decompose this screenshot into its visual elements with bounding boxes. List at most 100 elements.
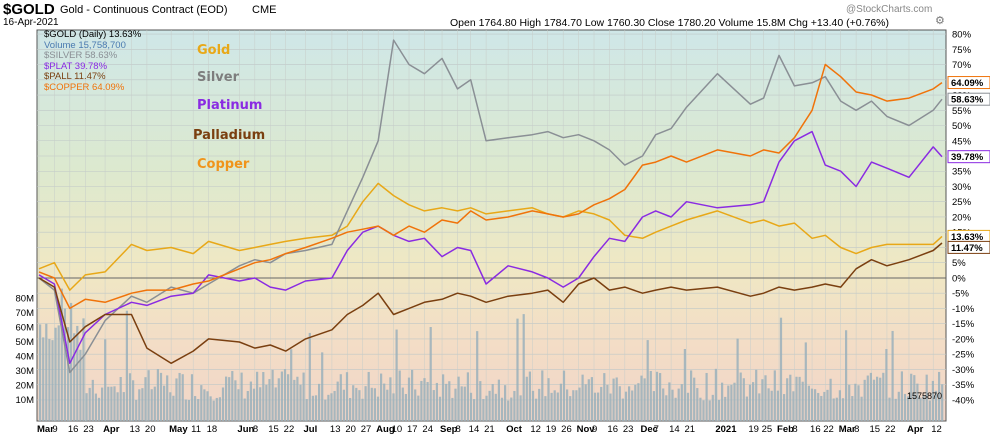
x-tick-label: 13 — [130, 424, 141, 435]
volume-bar — [482, 399, 485, 421]
volume-bar — [383, 383, 386, 421]
volume-bar — [559, 383, 562, 421]
volume-bar — [407, 377, 411, 421]
volume-bar — [745, 396, 748, 421]
volume-bar — [448, 381, 451, 421]
volume-bar — [48, 338, 51, 421]
volume-bar — [333, 390, 336, 421]
volume-bar — [696, 388, 699, 421]
x-tick-label: 10 — [392, 424, 403, 435]
volume-bar — [268, 379, 271, 421]
last-value-label: 11.47% — [951, 243, 983, 254]
x-tick-label: Jul — [303, 424, 317, 435]
volume-bar — [677, 388, 680, 421]
volume-bar — [938, 371, 941, 421]
volume-bar — [767, 388, 770, 421]
volume-bar — [101, 387, 104, 421]
volume-bar — [600, 386, 603, 421]
volume-bar — [373, 388, 376, 421]
volume-bar — [212, 400, 215, 421]
x-tick-label: Dec — [640, 424, 657, 435]
x-tick-label: 2021 — [715, 424, 737, 435]
volume-bar — [380, 373, 383, 421]
volume-bar — [197, 399, 200, 421]
volume-bar — [429, 327, 432, 421]
volume-bar — [615, 377, 618, 421]
last-value-label: 39.78% — [951, 152, 984, 163]
volume-bar — [159, 372, 163, 421]
volume-bar — [538, 388, 541, 421]
volume-bar — [259, 387, 262, 421]
volume-bar — [556, 392, 559, 421]
volume-bar — [132, 380, 135, 421]
volume-bar — [618, 386, 621, 421]
volume-bar — [721, 382, 724, 421]
y-tick-label: 75% — [952, 45, 972, 56]
volume-bar — [386, 389, 389, 421]
x-tick-label: 23 — [623, 424, 634, 435]
x-tick-label: 21 — [484, 424, 495, 435]
volume-bar — [569, 396, 572, 421]
y-tick-label: -25% — [952, 350, 975, 361]
volume-bar — [243, 398, 246, 421]
volume-bar — [522, 314, 525, 421]
volume-tick-label: 10M — [16, 395, 35, 406]
y-tick-label: -30% — [952, 365, 975, 376]
volume-bar — [432, 390, 435, 421]
volume-bar — [621, 398, 624, 421]
volume-bar — [42, 337, 45, 421]
annotation-platinum: Platinum — [197, 98, 263, 113]
volume-tick-label: 60M — [16, 323, 35, 334]
volume-bar — [218, 397, 221, 421]
volume-bar — [305, 399, 308, 421]
volume-bar — [144, 377, 147, 421]
y-tick-label: -10% — [952, 304, 975, 315]
volume-bar — [60, 288, 63, 421]
volume-bar — [755, 369, 758, 421]
volume-bar — [547, 378, 550, 421]
volume-bar — [823, 391, 826, 421]
x-tick-label: Apr — [103, 424, 120, 435]
volume-bar — [643, 378, 646, 421]
volume-bar — [584, 384, 587, 421]
volume-bar — [801, 381, 804, 421]
volume-bar — [869, 372, 872, 421]
volume-bar — [903, 393, 907, 421]
volume-bar — [668, 382, 671, 421]
x-tick-label: 21 — [685, 424, 696, 435]
x-tick-label: 13 — [330, 424, 341, 435]
volume-bar — [110, 386, 113, 421]
volume-bar — [900, 371, 903, 421]
volume-bar — [277, 378, 280, 421]
volume-bar — [485, 395, 488, 421]
volume-bar — [203, 389, 206, 421]
last-value-labels: 64.09% 58.63% 39.78% 13.63%11.47% — [947, 76, 990, 254]
volume-bar — [454, 388, 457, 421]
volume-bar — [516, 318, 519, 421]
volume-bar — [612, 378, 615, 421]
volume-bar — [507, 400, 510, 421]
volume-bar — [854, 383, 857, 421]
volume-bar — [367, 371, 370, 421]
volume-bar — [342, 389, 345, 421]
settings-gear-icon[interactable]: ⚙ — [935, 15, 945, 27]
volume-bar — [761, 379, 764, 421]
volume-bar — [683, 349, 686, 421]
volume-bar — [705, 372, 708, 421]
volume-bar — [497, 379, 500, 421]
series-lines — [38, 39, 943, 374]
volume-bar — [97, 397, 101, 421]
volume-bar — [739, 372, 742, 421]
volume-bar — [153, 386, 156, 421]
volume-bar — [206, 391, 209, 421]
symbol: $GOLD — [3, 1, 55, 18]
y-tick-label: 0% — [952, 273, 966, 284]
volume-bar — [184, 399, 187, 421]
y-axis-left-volume: 80M 70M 60M 50M 40M 30M 20M 10M — [16, 294, 35, 407]
volume-bar — [730, 384, 733, 421]
x-tick-label: 24 — [422, 424, 433, 435]
volume-bar — [156, 369, 159, 421]
volume-bar — [141, 388, 144, 421]
volume-bar — [256, 371, 259, 421]
